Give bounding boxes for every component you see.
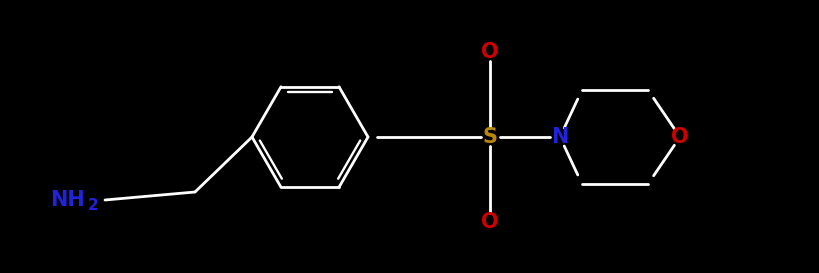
Text: N: N xyxy=(551,127,568,147)
Text: O: O xyxy=(672,127,689,147)
Text: O: O xyxy=(482,212,499,232)
Text: 2: 2 xyxy=(88,198,99,213)
Text: S: S xyxy=(482,127,497,147)
Text: O: O xyxy=(482,42,499,62)
Text: NH: NH xyxy=(50,190,84,210)
